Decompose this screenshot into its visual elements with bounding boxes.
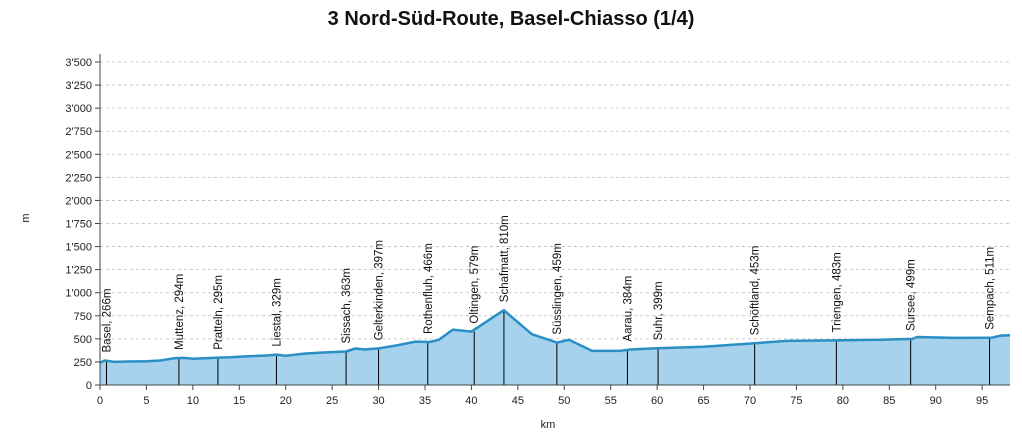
x-axis-label: km — [541, 419, 556, 431]
x-tick-label: 45 — [512, 395, 524, 407]
x-tick-label: 65 — [697, 395, 709, 407]
place-label: Basel, 266m — [102, 289, 114, 353]
y-tick-label: 2'750 — [65, 126, 92, 138]
place-label: Sempach, 511m — [985, 247, 997, 330]
y-tick-label: 3'500 — [65, 57, 92, 69]
place-markers — [106, 310, 991, 385]
y-tick-label: 2'250 — [65, 172, 92, 184]
x-tick-label: 55 — [605, 395, 617, 407]
y-tick-label: 2'500 — [65, 149, 92, 161]
y-tick-label: 0 — [86, 380, 92, 392]
x-axis-ticks: 0 5 10 15 20 25 30 35 40 45 50 55 60 65 70 75 80 85 90 95 — [97, 385, 988, 407]
y-tick-label: 2'000 — [65, 195, 92, 207]
place-label: Schöftland, 453m — [750, 246, 762, 336]
place-label: Liestal, 329m — [271, 278, 283, 346]
y-tick-label: 1'250 — [65, 265, 92, 277]
place-label: Rothenfluh, 466m — [423, 243, 435, 334]
y-tick-label: 1'750 — [65, 219, 92, 231]
x-tick-label: 70 — [744, 395, 756, 407]
x-tick-label: 0 — [97, 395, 103, 407]
x-tick-label: 75 — [790, 395, 802, 407]
place-labels: Basel, 266m Muttenz, 294m Pratteln, 295m Li… — [102, 215, 997, 352]
x-tick-label: 20 — [280, 395, 292, 407]
place-label: Süsslingen, 459m — [552, 243, 564, 334]
x-tick-label: 50 — [558, 395, 570, 407]
y-tick-label: 1'500 — [65, 242, 92, 254]
place-label: Muttenz, 294m — [174, 274, 186, 350]
place-label: Oltingen, 579m — [469, 246, 481, 324]
x-tick-label: 5 — [143, 395, 149, 407]
x-tick-label: 95 — [976, 395, 988, 407]
place-label: Triengen, 483m — [831, 252, 843, 332]
place-label: Schafmatt, 810m — [499, 215, 511, 302]
x-tick-label: 90 — [930, 395, 942, 407]
y-axis-ticks: 0 250 500 750 1'000 1'250 1'500 1'750 2'000 2'250… — [65, 57, 100, 392]
axes — [99, 54, 1010, 386]
y-axis-label: m — [20, 213, 32, 222]
place-label: Sissach, 363m — [341, 268, 353, 343]
x-tick-label: 80 — [837, 395, 849, 407]
place-label: Suhr, 399m — [653, 281, 665, 340]
chart-title: 3 Nord-Süd-Route, Basel-Chiasso (1/4) — [328, 8, 695, 30]
place-label: Gelterkinden, 397m — [374, 240, 386, 340]
elevation-line — [99, 308, 1011, 365]
x-tick-label: 10 — [187, 395, 199, 407]
y-tick-label: 1'000 — [65, 288, 92, 300]
x-tick-label: 15 — [233, 395, 245, 407]
elevation-area — [100, 310, 1010, 385]
x-tick-label: 40 — [465, 395, 477, 407]
y-tick-label: 3'250 — [65, 80, 92, 92]
x-tick-label: 25 — [326, 395, 338, 407]
place-label: Aarau, 384m — [622, 276, 634, 342]
x-tick-label: 85 — [883, 395, 895, 407]
place-label: Sursee, 499m — [906, 259, 918, 331]
y-tick-label: 250 — [74, 357, 92, 369]
y-tick-label: 500 — [74, 334, 92, 346]
x-tick-label: 30 — [372, 395, 384, 407]
x-tick-label: 60 — [651, 395, 663, 407]
y-tick-label: 750 — [74, 311, 92, 323]
place-label: Pratteln, 295m — [213, 275, 225, 350]
x-tick-label: 35 — [419, 395, 431, 407]
y-tick-label: 3'000 — [65, 103, 92, 115]
